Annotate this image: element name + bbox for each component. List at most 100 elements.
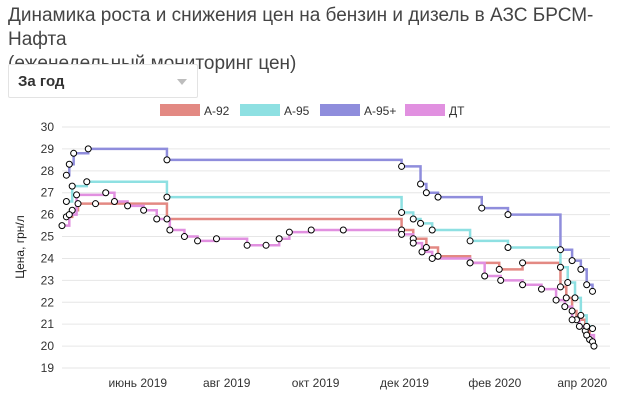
data-point bbox=[590, 342, 598, 350]
y-tick-label: 28 bbox=[41, 164, 55, 178]
y-tick-label: 22 bbox=[41, 295, 55, 309]
data-point bbox=[398, 208, 406, 216]
data-point bbox=[74, 200, 82, 208]
data-point bbox=[166, 226, 174, 234]
period-select[interactable]: За год bbox=[8, 64, 198, 98]
data-point bbox=[84, 145, 92, 153]
data-point bbox=[481, 272, 489, 280]
data-point bbox=[478, 204, 486, 212]
y-axis-label: Цена, грн/л bbox=[13, 215, 27, 279]
y-tick-label: 25 bbox=[41, 230, 55, 244]
data-point bbox=[495, 265, 503, 273]
data-point bbox=[564, 279, 572, 287]
data-point bbox=[65, 211, 73, 219]
legend: А-92 А-95 А-95+ ДТ bbox=[160, 104, 465, 118]
y-tick-label: 23 bbox=[41, 273, 55, 287]
x-tick-label: июнь 2019 bbox=[108, 376, 167, 390]
legend-item: А-95+ bbox=[320, 104, 396, 118]
data-point bbox=[466, 237, 474, 245]
chart-title-line-1: Динамика роста и снижения цен на бензин … bbox=[8, 5, 594, 50]
data-point bbox=[466, 259, 474, 267]
y-tick-label: 26 bbox=[41, 208, 55, 222]
data-point bbox=[519, 259, 527, 267]
data-point bbox=[398, 162, 406, 170]
legend-label: ДТ bbox=[449, 104, 465, 118]
data-point bbox=[398, 230, 406, 238]
data-point bbox=[409, 215, 417, 223]
y-tick-label: 21 bbox=[41, 317, 55, 331]
data-point bbox=[422, 244, 430, 251]
data-point bbox=[92, 200, 100, 208]
series-points bbox=[58, 145, 598, 350]
data-point bbox=[62, 197, 70, 205]
x-tick-label: фев 2020 bbox=[468, 376, 521, 390]
data-point bbox=[583, 331, 591, 339]
legend-item: А-95 bbox=[240, 104, 310, 118]
data-point bbox=[243, 241, 251, 249]
data-point bbox=[163, 193, 171, 201]
data-point bbox=[428, 226, 436, 234]
data-point bbox=[262, 241, 270, 249]
data-point bbox=[519, 281, 527, 289]
series-line bbox=[66, 147, 594, 292]
data-point bbox=[434, 193, 442, 201]
x-tick-label: дек 2019 bbox=[380, 376, 429, 390]
data-point bbox=[65, 160, 73, 168]
data-point bbox=[568, 257, 576, 265]
data-point bbox=[434, 252, 442, 260]
data-point bbox=[497, 276, 505, 284]
data-point bbox=[575, 322, 583, 330]
legend-item: ДТ bbox=[405, 104, 465, 118]
data-point bbox=[589, 287, 597, 295]
data-point bbox=[538, 285, 545, 293]
period-select-value: За год bbox=[18, 73, 65, 90]
y-tick-label: 24 bbox=[41, 251, 55, 265]
series-lines bbox=[62, 147, 596, 347]
data-point bbox=[73, 191, 81, 199]
data-point bbox=[504, 211, 512, 219]
x-axis-ticks: июнь 2019 авг 2019 окт 2019 дек 2019 фев 202… bbox=[108, 376, 607, 390]
data-point bbox=[68, 182, 76, 190]
y-axis-ticks: 19 20 21 22 23 24 25 26 27 28 29 30 bbox=[41, 120, 55, 375]
x-tick-label: авг 2019 bbox=[203, 376, 251, 390]
data-point bbox=[275, 235, 283, 243]
data-point bbox=[62, 171, 70, 179]
legend-label: А-95+ bbox=[364, 104, 396, 118]
legend-label: А-92 bbox=[204, 104, 230, 118]
data-point bbox=[110, 197, 118, 205]
data-point bbox=[417, 219, 425, 227]
data-point bbox=[285, 228, 293, 236]
data-point bbox=[418, 248, 426, 256]
legend-swatch bbox=[160, 104, 200, 116]
data-point bbox=[422, 189, 430, 197]
data-point bbox=[577, 311, 585, 319]
data-point bbox=[568, 307, 576, 315]
data-point bbox=[102, 189, 110, 197]
data-point bbox=[124, 202, 132, 210]
data-point bbox=[163, 215, 171, 223]
grid bbox=[62, 126, 610, 369]
data-point bbox=[212, 235, 220, 243]
data-point bbox=[583, 281, 591, 289]
y-tick-label: 29 bbox=[41, 142, 55, 156]
data-point bbox=[577, 265, 585, 273]
data-point bbox=[556, 246, 564, 254]
x-tick-label: апр 2020 bbox=[557, 376, 607, 390]
legend-label: А-95 bbox=[284, 104, 310, 118]
data-point bbox=[562, 294, 570, 302]
y-tick-label: 27 bbox=[41, 186, 55, 200]
data-point bbox=[504, 244, 512, 251]
data-point bbox=[339, 226, 347, 234]
data-point bbox=[180, 233, 188, 241]
chevron-down-icon bbox=[177, 79, 187, 85]
data-point bbox=[58, 222, 66, 230]
data-point bbox=[163, 156, 171, 164]
data-point bbox=[409, 239, 417, 247]
data-point bbox=[417, 180, 425, 188]
x-tick-label: окт 2019 bbox=[292, 376, 340, 390]
legend-swatch bbox=[240, 104, 280, 116]
data-point bbox=[583, 322, 591, 330]
data-point bbox=[307, 226, 315, 234]
series-line bbox=[66, 202, 594, 342]
